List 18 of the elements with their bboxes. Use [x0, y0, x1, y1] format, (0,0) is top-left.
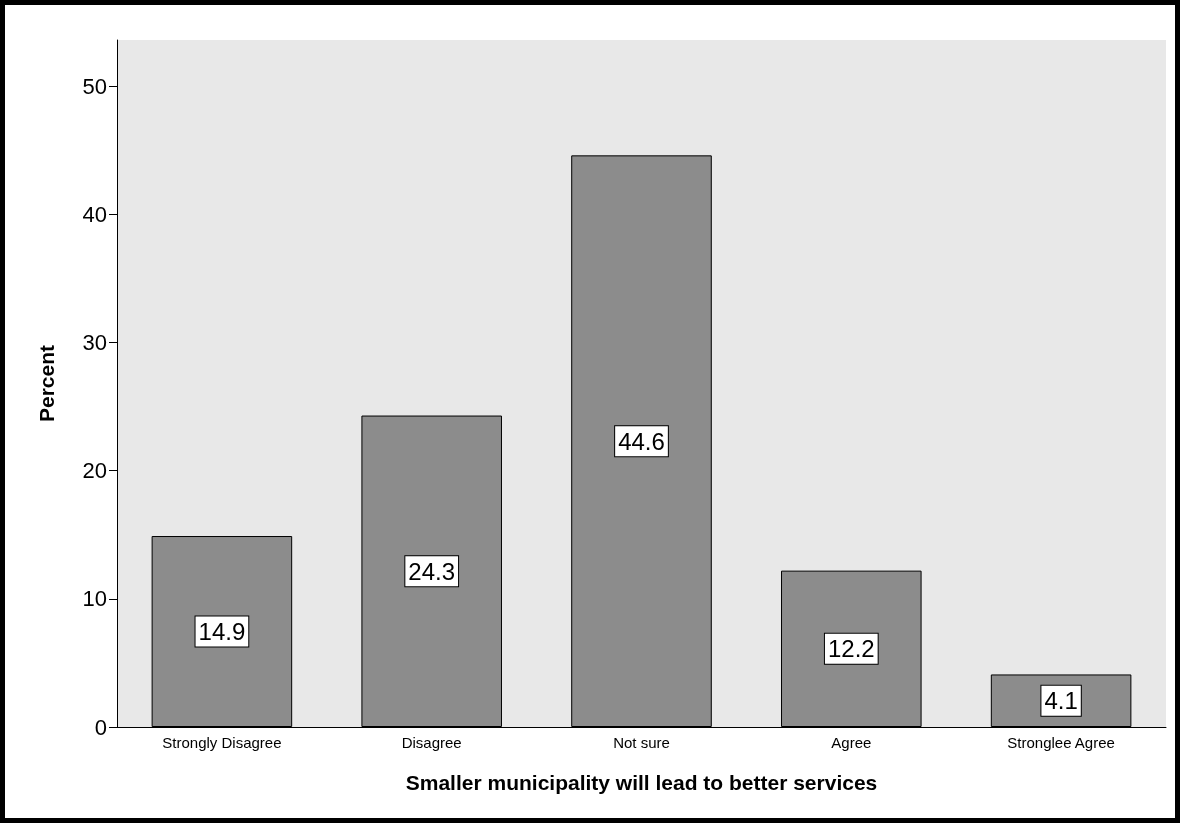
y-tick-label: 50	[82, 73, 107, 99]
x-tick-label: Stronglee Agree	[1007, 734, 1115, 751]
y-tick-label: 40	[82, 201, 107, 227]
data-label: 24.3	[408, 557, 456, 585]
x-axis-title: Smaller municipality will lead to better services	[405, 771, 878, 794]
y-tick-label: 20	[82, 458, 107, 484]
y-tick-label: 30	[82, 329, 107, 355]
y-axis-title: Percent	[35, 344, 58, 423]
y-tick-label: 10	[82, 586, 107, 612]
data-label: 14.9	[198, 618, 246, 646]
data-label: 4.1	[1044, 687, 1078, 715]
data-label: 12.2	[827, 635, 875, 663]
x-tick-label: Agree	[831, 734, 872, 751]
x-tick-label: Strongly Disagree	[162, 734, 282, 751]
x-tick-label: Disagree	[401, 734, 462, 751]
data-label: 44.6	[618, 427, 665, 455]
y-tick-label: 0	[94, 714, 107, 740]
x-tick-label: Not sure	[613, 734, 670, 751]
